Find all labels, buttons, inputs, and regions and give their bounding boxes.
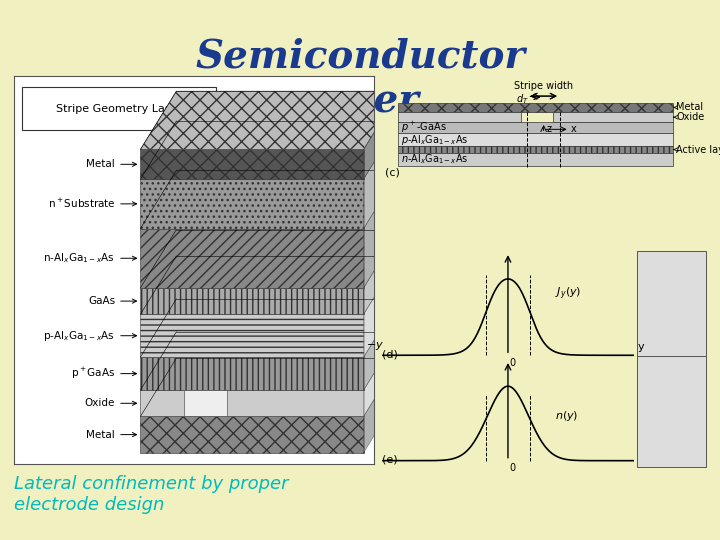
Bar	[397, 133, 673, 146]
Text: Carrier
concentration
profile: Carrier concentration profile	[638, 395, 706, 428]
Polygon shape	[364, 358, 400, 453]
Bar	[140, 357, 364, 390]
FancyBboxPatch shape	[637, 356, 706, 467]
Bar	[140, 179, 364, 228]
Polygon shape	[364, 170, 400, 288]
Polygon shape	[364, 230, 400, 314]
Text: Metal: Metal	[86, 430, 137, 440]
Text: Metal: Metal	[86, 159, 137, 170]
Text: n-Al$_x$Ga$_{1-x}$As: n-Al$_x$Ga$_{1-x}$As	[43, 251, 137, 265]
FancyBboxPatch shape	[22, 87, 216, 130]
Polygon shape	[364, 91, 400, 179]
Text: GaAs: GaAs	[88, 296, 137, 306]
Text: $p$-Al$_x$Ga$_{1-x}$As: $p$-Al$_x$Ga$_{1-x}$As	[401, 133, 469, 147]
Bar	[140, 228, 364, 288]
Bar	[140, 416, 364, 453]
Text: 0: 0	[510, 463, 516, 473]
Polygon shape	[364, 299, 400, 390]
Bar	[397, 146, 673, 153]
Text: Semiconductor
Laser: Semiconductor Laser	[195, 38, 525, 120]
Text: $J_y(y)$: $J_y(y)$	[555, 286, 582, 302]
Text: n$^+$Substrate: n$^+$Substrate	[48, 197, 137, 211]
Text: $d_T$: $d_T$	[516, 92, 529, 106]
Polygon shape	[364, 332, 400, 416]
Text: Stripe width: Stripe width	[514, 81, 573, 91]
Text: (e): (e)	[382, 454, 397, 464]
Text: x: x	[571, 124, 577, 134]
Text: Oxide: Oxide	[85, 399, 137, 408]
Bar	[397, 122, 673, 133]
Text: Stripe Geometry Laser: Stripe Geometry Laser	[55, 104, 182, 113]
Text: (c): (c)	[385, 167, 400, 178]
Text: Active layer: Active layer	[674, 145, 720, 154]
Polygon shape	[364, 256, 400, 357]
Bar	[140, 150, 364, 179]
Text: $p^+$-GaAs: $p^+$-GaAs	[401, 120, 447, 135]
Polygon shape	[140, 91, 400, 150]
Text: y: y	[637, 342, 644, 352]
Text: $-y$: $-y$	[366, 340, 384, 352]
Text: Metal: Metal	[674, 103, 703, 112]
Bar	[397, 103, 673, 112]
Text: Oxide: Oxide	[674, 112, 705, 122]
Text: (d): (d)	[382, 349, 397, 359]
Text: z: z	[547, 124, 552, 133]
Polygon shape	[364, 121, 400, 228]
Text: Current
density
profile: Current density profile	[653, 290, 690, 323]
Bar	[397, 153, 673, 166]
FancyBboxPatch shape	[637, 251, 706, 362]
Bar	[184, 390, 227, 416]
Text: p-Al$_x$Ga$_{1-x}$As: p-Al$_x$Ga$_{1-x}$As	[43, 329, 137, 343]
Bar	[554, 112, 673, 122]
Bar	[140, 390, 364, 416]
Text: 0: 0	[510, 357, 516, 368]
Text: $n(y)$: $n(y)$	[555, 409, 579, 423]
Text: p$^+$GaAs: p$^+$GaAs	[71, 366, 137, 381]
Bar	[140, 288, 364, 314]
Bar	[140, 314, 364, 357]
Bar	[397, 112, 521, 122]
Text: $n$-Al$_x$Ga$_{1-x}$As: $n$-Al$_x$Ga$_{1-x}$As	[401, 152, 469, 166]
Text: Lateral confinement by proper
electrode design: Lateral confinement by proper electrode …	[14, 475, 289, 514]
